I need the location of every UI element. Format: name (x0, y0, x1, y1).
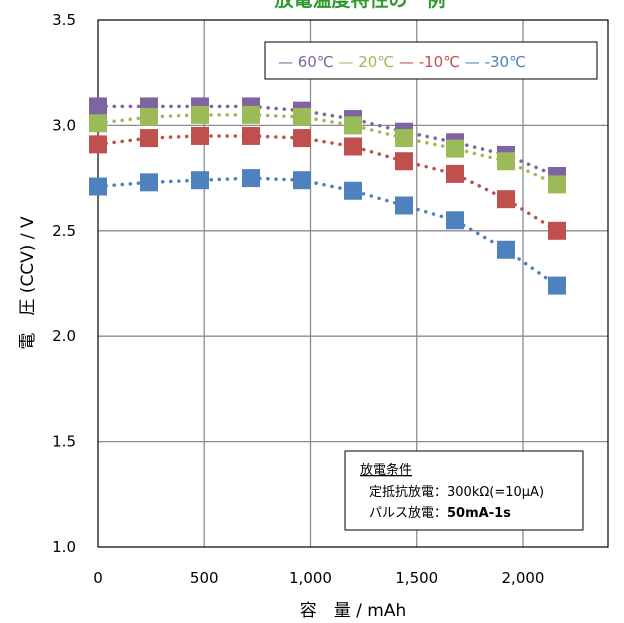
y-axis-title: 電 圧 (CCV) / V (18, 216, 38, 350)
y-tick-label: 2.5 (52, 222, 76, 240)
legend-entry: — -10℃ (394, 53, 460, 71)
plot-area (97, 19, 609, 548)
data-point (548, 276, 566, 295)
trend-line (96, 104, 559, 178)
conditions-heading: 放電条件 (360, 462, 412, 478)
data-point (497, 152, 515, 171)
data-point (242, 105, 260, 124)
data-point (89, 114, 107, 133)
chart-title: 放電温度特性の一例 (273, 0, 445, 11)
data-point (89, 97, 107, 116)
y-tick-label: 1.0 (52, 538, 76, 556)
data-point (191, 126, 209, 145)
data-point (293, 129, 311, 148)
conditions-box-frame (344, 450, 584, 531)
y-tick-label: 3.0 (52, 116, 76, 134)
y-tick-label: 1.5 (52, 433, 76, 451)
data-point (140, 129, 158, 148)
data-point (89, 135, 107, 154)
legend-entry: — 20℃ (334, 53, 394, 71)
x-axis-title: 容 量 / mAh (300, 601, 407, 621)
data-point (548, 175, 566, 194)
data-point (344, 137, 362, 156)
data-point (395, 152, 413, 171)
x-tick-label: 2,000 (502, 569, 545, 587)
data-point (446, 211, 464, 230)
data-point (242, 169, 260, 188)
data-point (548, 221, 566, 240)
data-point (344, 116, 362, 135)
data-point (395, 196, 413, 215)
legend-entries: — 60℃ — 20℃ — -10℃ — -30℃ (278, 53, 526, 71)
data-point (344, 181, 362, 200)
legend-entry: — -30℃ (460, 53, 526, 71)
data-point (140, 173, 158, 192)
x-tick-label: 1,000 (289, 569, 332, 587)
conditions-pulse-label: パルス放電： (369, 506, 447, 521)
trend-line (96, 134, 559, 233)
conditions-line-resistance: 定抵抗放電：300kΩ(=10μA) (369, 485, 544, 500)
conditions-line-pulse: パルス放電：50mA-1s (369, 506, 511, 521)
data-point (293, 171, 311, 190)
data-point (293, 107, 311, 126)
data-point (191, 171, 209, 190)
series-minus10c (89, 126, 566, 240)
series-minus30c (89, 169, 566, 295)
x-tick-label: 1,500 (395, 569, 438, 587)
x-axis-ticks: 0 500 1,000 1,500 2,000 (93, 569, 544, 587)
data-point (446, 139, 464, 158)
legend-entry: — 60℃ (278, 53, 334, 71)
trend-line (96, 176, 559, 288)
y-tick-label: 2.0 (52, 327, 76, 345)
data-point (497, 190, 515, 209)
legend-box (264, 41, 598, 80)
legend: — 60℃ — 20℃ — -10℃ — -30℃ (264, 41, 598, 80)
data-point (497, 240, 515, 259)
series-60c (89, 97, 566, 185)
trend-line (96, 113, 559, 187)
x-tick-label: 500 (190, 569, 219, 587)
data-point (140, 107, 158, 126)
data-point (242, 126, 260, 145)
series-group (89, 97, 566, 295)
x-tick-label: 0 (93, 569, 103, 587)
conditions-box: 放電条件 定抵抗放電：300kΩ(=10μA) パルス放電：50mA-1s (344, 450, 584, 531)
series-20c (89, 105, 566, 194)
data-point (191, 105, 209, 124)
y-axis-ticks: 1.0 1.5 2.0 2.5 3.0 3.5 (52, 11, 76, 556)
data-point (395, 129, 413, 148)
y-tick-label: 3.5 (52, 11, 76, 29)
data-point (446, 164, 464, 183)
conditions-pulse-value: 50mA-1s (447, 506, 511, 521)
data-point (89, 177, 107, 196)
